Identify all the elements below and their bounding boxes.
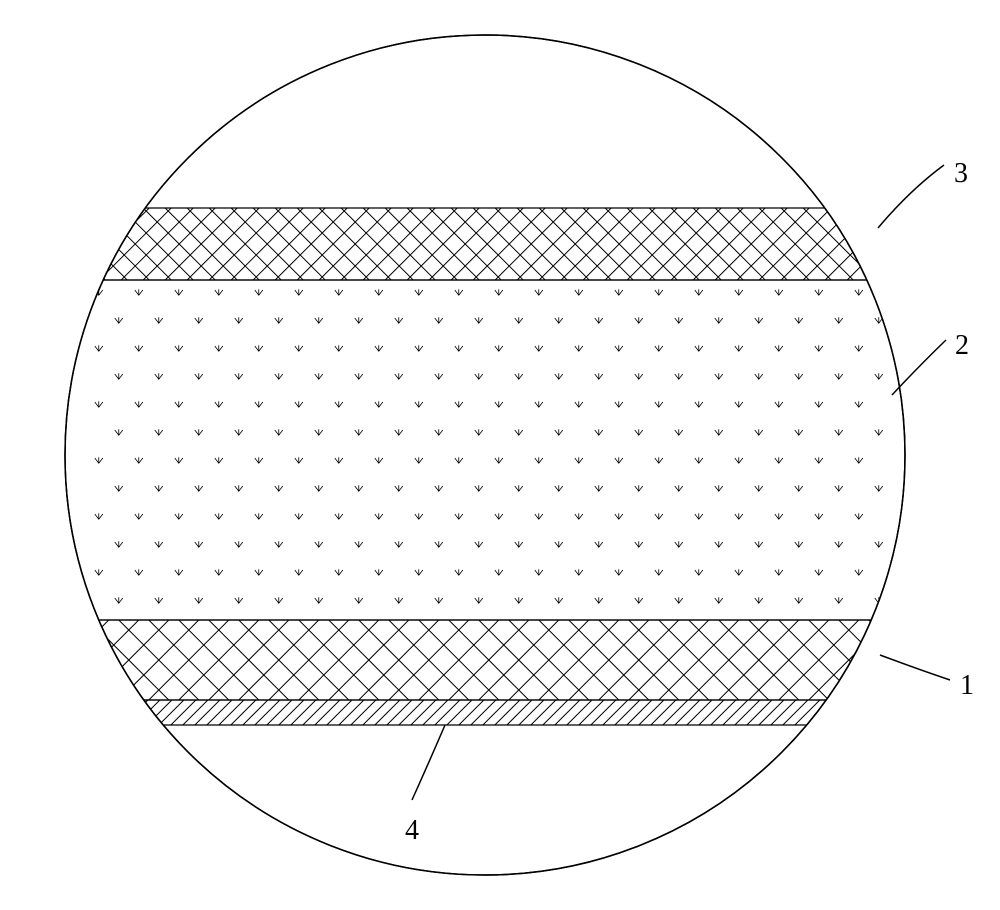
diagram-svg [0,0,1000,905]
outline-circle [65,35,905,875]
callout-label-4: 4 [405,815,419,847]
callout-leader-3 [878,165,944,228]
callout-label-3: 3 [954,158,968,190]
callout-label-1: 1 [960,670,974,702]
callout-label-2: 2 [955,330,969,362]
callout-leader-2 [892,340,946,395]
cross-section-diagram: 3 2 1 4 [0,0,1000,905]
callout-leader-1 [880,655,950,680]
